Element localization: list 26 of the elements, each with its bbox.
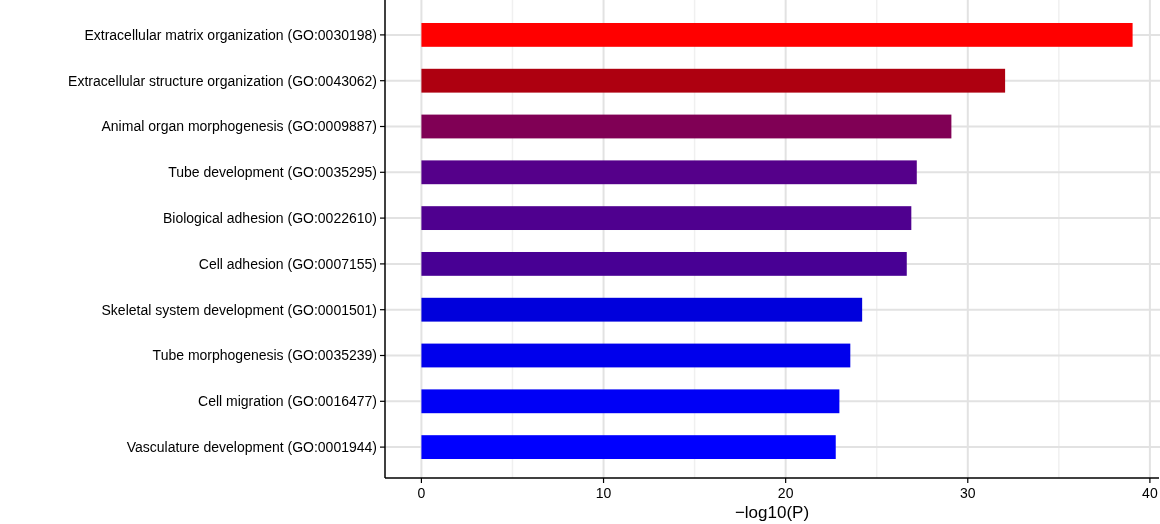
- bar: [421, 206, 912, 231]
- x-axis-title: −log10(P): [734, 503, 810, 522]
- bar: [421, 435, 836, 460]
- bar: [421, 68, 1006, 93]
- bar: [421, 389, 840, 414]
- y-tick-label: Tube development (GO:0035295): [168, 164, 377, 181]
- bar: [421, 251, 907, 276]
- y-tick-label: Extracellular matrix organization (GO:0030198): [84, 26, 377, 43]
- y-tick-label: Biological adhesion (GO:0022610): [162, 210, 377, 226]
- y-tick-label: Animal organ morphogenesis (GO:0009887): [101, 118, 377, 135]
- bar: [421, 160, 917, 185]
- bar: [421, 297, 863, 322]
- bar: [421, 343, 851, 368]
- y-tick-label: Vasculature development (GO:0001944): [126, 439, 377, 455]
- y-tick-label: Skeletal system development (GO:0001501): [101, 301, 377, 318]
- x-tick-label: 20: [777, 485, 794, 501]
- y-tick-label: Cell adhesion (GO:0007155): [198, 255, 377, 272]
- x-tick-label: 30: [959, 485, 976, 501]
- y-tick-label: Cell migration (GO:0016477): [198, 393, 377, 410]
- bar: [421, 114, 952, 139]
- bar: [421, 22, 1133, 47]
- x-tick-label: 40: [1142, 485, 1158, 501]
- y-tick-label: Tube morphogenesis (GO:0035239): [152, 347, 377, 364]
- x-tick-label: 10: [595, 485, 612, 501]
- y-tick-label: Extracellular structure organization (GO:0043062): [68, 72, 377, 89]
- x-tick-label: 0: [417, 485, 426, 501]
